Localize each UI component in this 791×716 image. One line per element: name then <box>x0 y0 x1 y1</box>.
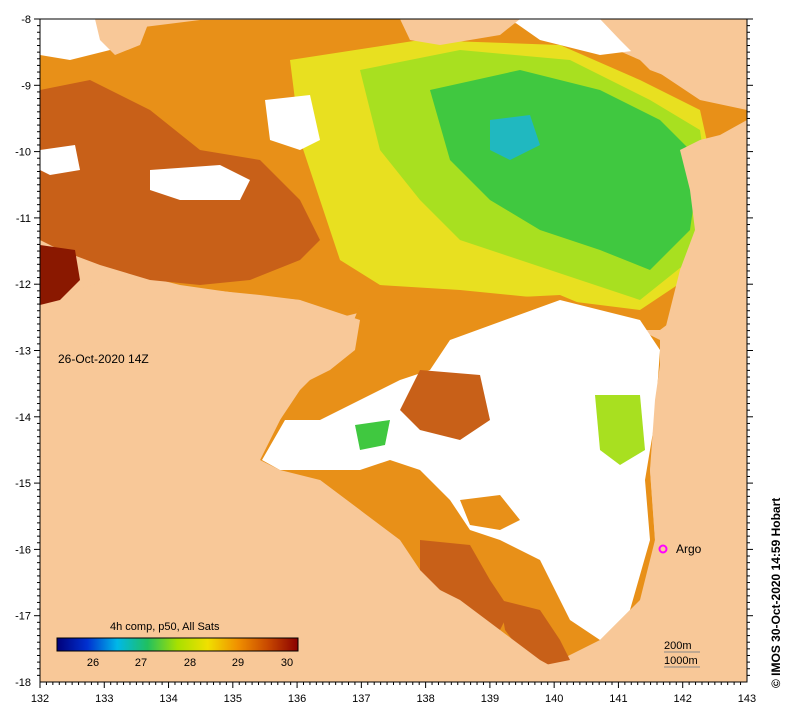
y-tick-label: -17 <box>15 611 31 623</box>
y-axis: -8 -9 -10 -11 -12 -13 -14 -15 -16 -17 -18 <box>15 14 753 689</box>
y-tick-label: -10 <box>15 147 31 159</box>
land-cape-york <box>600 120 747 682</box>
gulf-lime-east <box>595 395 645 465</box>
x-tick-label: 133 <box>95 693 113 705</box>
gulf-green-west <box>355 420 390 450</box>
land-new-guinea <box>400 19 520 45</box>
argo-label: Argo <box>676 542 702 556</box>
gulf-warm-s <box>500 600 570 665</box>
x-tick-label: 143 <box>738 693 756 705</box>
colorbar-label: 29 <box>232 657 244 669</box>
x-tick-label: 140 <box>545 693 563 705</box>
scale-label-200m: 200m <box>664 640 692 652</box>
argo-marker[interactable] <box>658 544 668 554</box>
y-tick-label: -12 <box>15 279 31 291</box>
y-tick-label: -18 <box>15 677 31 689</box>
y-tick-label: -9 <box>21 80 31 92</box>
gulf-warm-sw <box>420 540 510 630</box>
x-tick-label: 137 <box>352 693 370 705</box>
colorbar-label: 28 <box>184 657 196 669</box>
map-plot-area: Argo 26-Oct-2020 14Z 200m 1000m 4h comp,… <box>40 19 747 682</box>
y-tick-label: -13 <box>15 346 31 358</box>
nodata-north-2 <box>265 95 320 150</box>
timestamp-label: 26-Oct-2020 14Z <box>58 352 149 366</box>
nodata-north-5 <box>40 145 80 175</box>
land-new-guinea-east <box>600 19 747 110</box>
y-tick-label: -16 <box>15 544 31 556</box>
sea-far-west-red <box>40 245 80 305</box>
gulf-warm-north <box>400 370 490 440</box>
x-tick-label: 132 <box>31 693 49 705</box>
credit-text: © IMOS 30-Oct-2020 14:59 Hobart <box>769 498 783 688</box>
colorbar-labels: 26 27 28 29 30 <box>87 657 293 669</box>
nodata-north-4 <box>510 19 640 55</box>
x-tick-label: 134 <box>159 693 177 705</box>
colorbar-label: 30 <box>281 657 293 669</box>
land-top-end <box>40 280 580 682</box>
y-tick-label: -8 <box>21 14 31 26</box>
x-axis: 132 133 134 135 136 137 138 139 140 141 142 143 <box>31 682 756 705</box>
colorbar <box>56 637 299 652</box>
y-tick-label: -11 <box>16 213 31 225</box>
x-tick-label: 139 <box>481 693 499 705</box>
y-tick-label: -15 <box>15 478 31 490</box>
colorbar-label: 27 <box>135 657 147 669</box>
gulf-orange-mid <box>460 495 520 530</box>
nodata-north-3 <box>150 165 250 200</box>
land-nw-corner <box>95 19 150 55</box>
x-tick-label: 142 <box>674 693 692 705</box>
x-tick-label: 135 <box>224 693 242 705</box>
sea-cyan-center <box>490 115 540 160</box>
x-tick-label: 138 <box>416 693 434 705</box>
y-tick-label: -14 <box>15 412 31 424</box>
colorbar-label: 26 <box>87 657 99 669</box>
gulf-nodata <box>262 300 660 640</box>
colorbar-title: 4h comp, p50, All Sats <box>110 621 220 633</box>
scale-label-1000m: 1000m <box>664 655 698 667</box>
x-tick-label: 136 <box>288 693 306 705</box>
x-tick-label: 141 <box>609 693 627 705</box>
